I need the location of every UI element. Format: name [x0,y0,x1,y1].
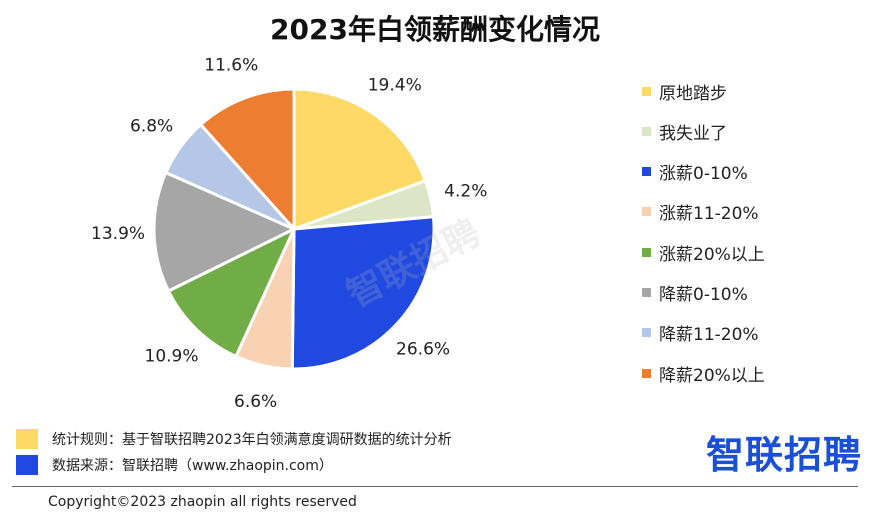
note-method-swatch [16,429,38,449]
legend-item-7: 降薪20%以上 [642,362,765,386]
legend-label-4: 涨薪20%以上 [659,244,765,265]
pie-slice-0 [292,87,428,232]
pie-slice-label-4: 10.9% [145,346,199,366]
legend-item-6: 降薪11-20% [642,322,759,346]
legend-swatch-1 [642,126,651,136]
pie-slice-4 [166,225,298,359]
notes-section: 统计规则：基于智联招聘2023年白领满意度调研数据的统计分析 数据来源：智联招聘… [16,426,452,478]
legend-item-4: 涨薪20%以上 [642,241,765,265]
legend-item-2: 涨薪0-10% [642,161,748,185]
pie-slice-label-1: 4.2% [444,182,487,202]
footer-divider [12,486,858,487]
legend-label-3: 涨薪11-20% [659,204,759,225]
legend-label-5: 降薪0-10% [659,285,748,305]
legend-swatch-7 [642,368,651,378]
pie-chart: 19.4% 4.2% 26.6% 6.6% 10.9% 13.9% 6.8% 11.6% [91,56,487,412]
pie-slice-label-2: 26.6% [396,340,450,360]
note-source: 数据来源：智联招聘（www.zhaopin.com） [16,452,452,478]
legend-swatch-6 [642,328,651,338]
legend-label-0: 原地踏步 [659,83,727,104]
legend-item-1: 我失业了 [642,120,727,144]
brand-logo: 智联招聘 [706,433,863,477]
note-source-text: 数据来源：智联招聘（www.zhaopin.com） [52,458,333,474]
note-source-swatch [16,455,38,475]
pie-slice-5 [152,170,298,293]
legend-swatch-3 [642,207,651,217]
legend-item-0: 原地踏步 [642,80,727,104]
note-method: 统计规则：基于智联招聘2023年白领满意度调研数据的统计分析 [16,426,452,452]
legend-swatch-2 [642,167,651,177]
legend-item-5: 降薪0-10% [642,282,748,305]
pie-slice-label-7: 11.6% [204,56,258,76]
pie-slice-label-3: 6.6% [234,392,277,412]
legend-item-3: 涨薪11-20% [642,201,759,225]
pie-slice-label-0: 19.4% [368,76,422,96]
legend-label-7: 降薪20%以上 [659,365,765,386]
legend-swatch-5 [642,288,651,297]
note-method-text: 统计规则：基于智联招聘2023年白领满意度调研数据的统计分析 [52,432,452,448]
legend-label-2: 涨薪0-10% [659,164,748,185]
pie-slice-2 [290,215,436,371]
pie-slice-label-5: 13.9% [91,224,145,244]
chart-title: 2023年白领薪酬变化情况 [270,13,600,46]
copyright-text: Copyright©2023 zhaopin all rights reserv… [48,494,357,510]
legend-label-6: 降薪11-20% [659,325,759,346]
legend-swatch-4 [642,247,651,257]
pie-slice-label-6: 6.8% [130,117,173,137]
pie-slice-7 [198,87,296,233]
legend-swatch-0 [642,86,651,96]
legend-label-1: 我失业了 [659,123,727,144]
